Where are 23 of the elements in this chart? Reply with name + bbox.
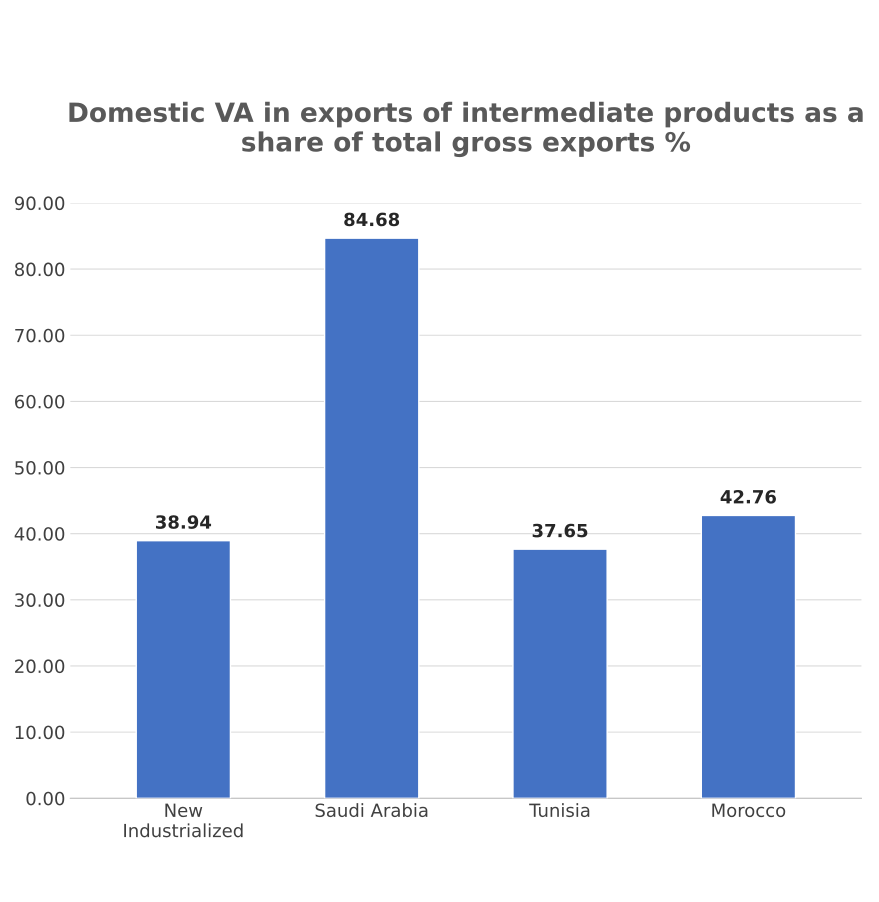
y-tick-label: 40.00 — [14, 527, 64, 541]
y-tick-label: 80.00 — [14, 262, 64, 276]
bar — [512, 548, 608, 798]
x-tick-label: Saudi Arabia — [316, 803, 428, 818]
bar — [136, 540, 232, 798]
y-tick-label: 70.00 — [15, 328, 64, 342]
y-tick-label: 0.00 — [26, 792, 64, 806]
data-label: 37.65 — [532, 524, 588, 538]
x-tick-label: Tunisia — [529, 803, 590, 818]
y-tick-label: 50.00 — [15, 460, 64, 475]
y-tick-label: 60.00 — [15, 394, 64, 409]
chart-title: Domestic VA in exports of intermediate products as a share of total gross exports % — [69, 102, 863, 158]
data-label: 38.94 — [156, 515, 212, 529]
y-tick-label: 20.00 — [15, 659, 64, 674]
data-label: 42.76 — [720, 490, 776, 504]
y-tick-label: 10.00 — [16, 726, 64, 740]
x-tick-label: New Industrialized — [124, 804, 243, 838]
x-tick-label: Morocco — [712, 804, 786, 818]
data-label: 84.68 — [344, 212, 400, 226]
bar — [324, 237, 420, 798]
y-tick-label: 90.00 — [14, 196, 64, 210]
bar — [700, 514, 796, 798]
y-tick-label: 30.00 — [15, 593, 64, 607]
